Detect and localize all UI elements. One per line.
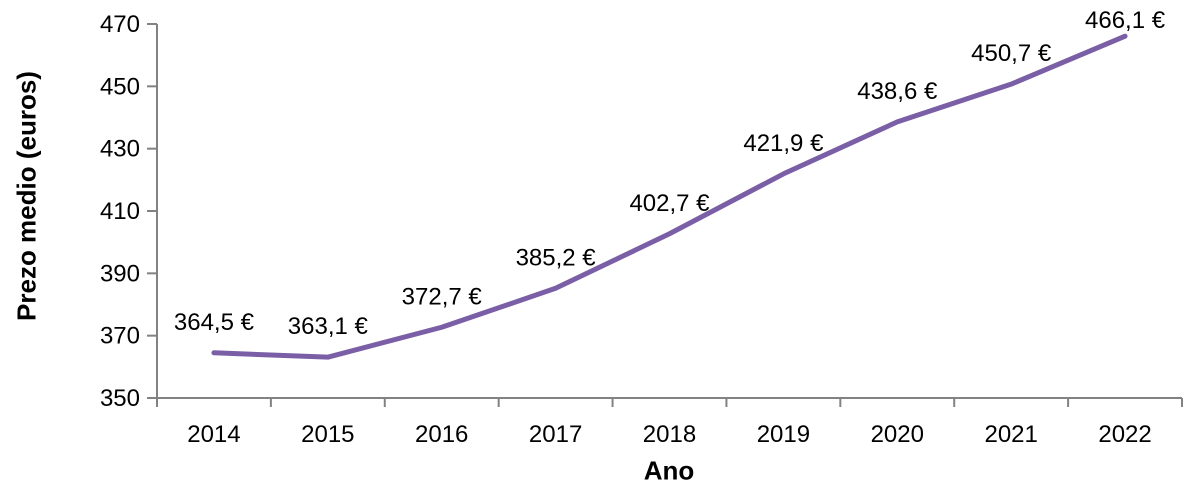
x-tick-label: 2021 <box>984 421 1037 448</box>
data-label: 385,2 € <box>516 244 597 271</box>
data-label: 466,1 € <box>1085 7 1166 34</box>
x-tick-label: 2019 <box>757 421 810 448</box>
x-tick-label: 2022 <box>1098 421 1151 448</box>
data-label: 402,7 € <box>629 190 710 217</box>
y-tick-label: 470 <box>100 11 140 38</box>
x-tick-label: 2016 <box>415 421 468 448</box>
y-tick-label: 370 <box>100 323 140 350</box>
trend-line <box>211 33 1128 360</box>
data-label: 364,5 € <box>174 309 255 336</box>
x-tick-label: 2017 <box>529 421 582 448</box>
data-label: 363,1 € <box>288 313 369 340</box>
data-label: 450,7 € <box>971 40 1052 67</box>
x-tick-label: 2015 <box>301 421 354 448</box>
x-tick-label: 2020 <box>871 421 924 448</box>
y-tick-label: 430 <box>100 136 140 163</box>
data-label: 372,7 € <box>402 283 483 310</box>
y-tick-label: 390 <box>100 260 140 287</box>
x-axis-title: Ano <box>643 455 695 486</box>
data-label: 438,6 € <box>857 78 938 105</box>
x-tick-label: 2014 <box>187 421 240 448</box>
y-tick-label: 450 <box>100 73 140 100</box>
y-tick-label: 410 <box>100 198 140 225</box>
data-label: 421,9 € <box>743 130 824 157</box>
y-tick-label: 350 <box>100 385 140 412</box>
x-tick-label: 2018 <box>643 421 696 448</box>
